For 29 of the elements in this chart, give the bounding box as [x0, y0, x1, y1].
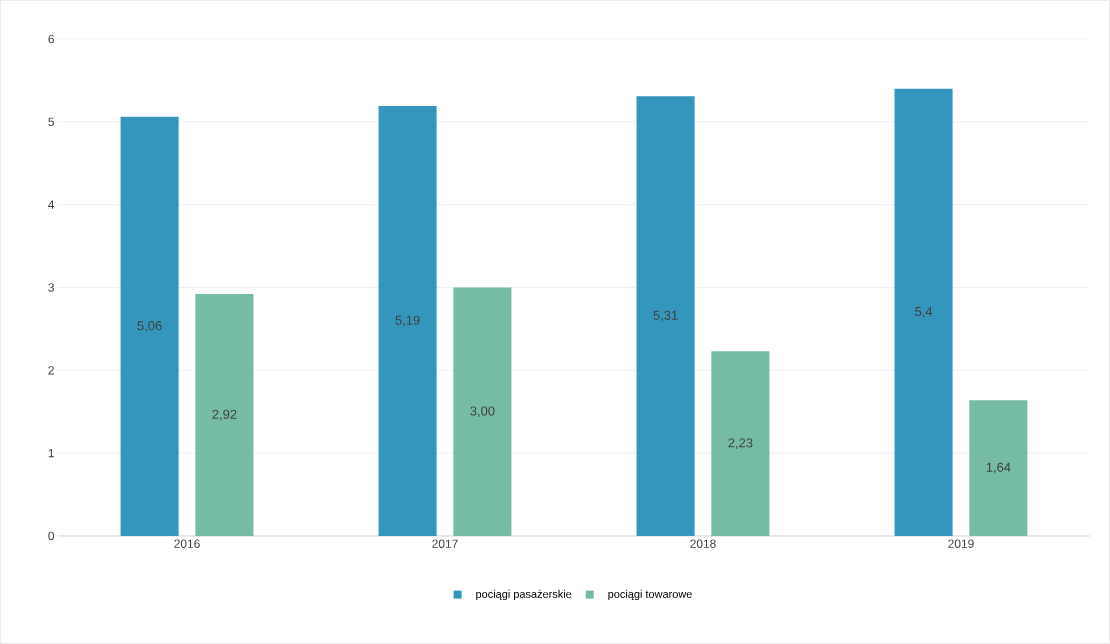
data-label: 1,64: [986, 462, 1011, 474]
data-label: 5,06: [137, 321, 162, 332]
data-label: 2,23: [728, 438, 753, 449]
bar: [636, 96, 695, 536]
bar: [453, 287, 512, 536]
bar: [894, 88, 953, 536]
data-label: 5,4: [915, 307, 933, 318]
data-label: 2,92: [212, 409, 237, 421]
data-label: 3,00: [470, 406, 495, 418]
x-tick-label: 2017: [432, 539, 458, 548]
x-tick-label: 2019: [948, 539, 974, 548]
x-tick-label: 2018: [690, 539, 716, 548]
bar: [711, 351, 770, 536]
y-tick-label: 2: [48, 366, 54, 375]
bar: [378, 106, 437, 536]
y-tick-label: 1: [48, 449, 54, 458]
y-tick-label: 6: [48, 34, 54, 44]
y-tick-label: 0: [48, 531, 55, 541]
legend-label: pociągi pasażerskie: [476, 589, 572, 601]
bar: [120, 116, 179, 536]
bar: [969, 400, 1028, 536]
y-tick-label: 5: [48, 117, 54, 126]
data-label: 5,31: [653, 310, 678, 322]
legend-label: pociągi towarowe: [608, 589, 692, 601]
y-tick-label: 4: [48, 200, 55, 209]
y-tick-label: 3: [48, 283, 54, 292]
bar: [195, 294, 254, 536]
x-tick-label: 2016: [174, 539, 200, 548]
data-label: 5,19: [395, 315, 420, 327]
